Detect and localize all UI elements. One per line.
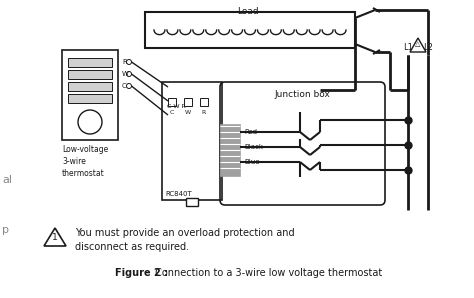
Text: disconnect as required.: disconnect as required. [75, 242, 189, 252]
Text: C W R: C W R [167, 104, 186, 109]
Bar [62, 50, 118, 140]
Bar [68, 70, 112, 79]
Text: Red: Red [244, 129, 257, 135]
Text: al: al [2, 175, 12, 185]
Text: C: C [122, 83, 127, 89]
Bar [200, 98, 208, 106]
Text: R: R [202, 109, 206, 114]
Text: L2: L2 [423, 43, 433, 52]
Bar [68, 82, 112, 91]
Text: R: R [122, 59, 127, 65]
Bar [168, 98, 176, 106]
Bar [68, 94, 112, 103]
Text: W: W [185, 109, 191, 114]
Bar [186, 198, 198, 206]
Text: W: W [122, 71, 129, 77]
Text: Low-voltage
3-wire
thermostat: Low-voltage 3-wire thermostat [62, 145, 108, 178]
Bar [68, 58, 112, 67]
Text: Junction box: Junction box [274, 90, 330, 99]
Text: Connection to a 3-wire low voltage thermostat: Connection to a 3-wire low voltage therm… [152, 268, 382, 278]
Bar [145, 12, 355, 48]
Text: L1: L1 [403, 43, 413, 52]
Text: Blue: Blue [244, 159, 259, 165]
Text: Figure 2 :: Figure 2 : [115, 268, 168, 278]
Text: You must provide an overload protection and: You must provide an overload protection … [75, 228, 295, 238]
Bar [184, 98, 192, 106]
Text: C: C [170, 109, 174, 114]
Bar [220, 124, 240, 176]
Text: Black: Black [244, 144, 263, 150]
Text: △: △ [415, 41, 421, 47]
Text: RC840T: RC840T [165, 191, 192, 197]
Text: Load: Load [237, 7, 259, 16]
Bar [162, 82, 222, 200]
Text: p: p [2, 225, 9, 235]
Text: 1: 1 [52, 234, 58, 243]
